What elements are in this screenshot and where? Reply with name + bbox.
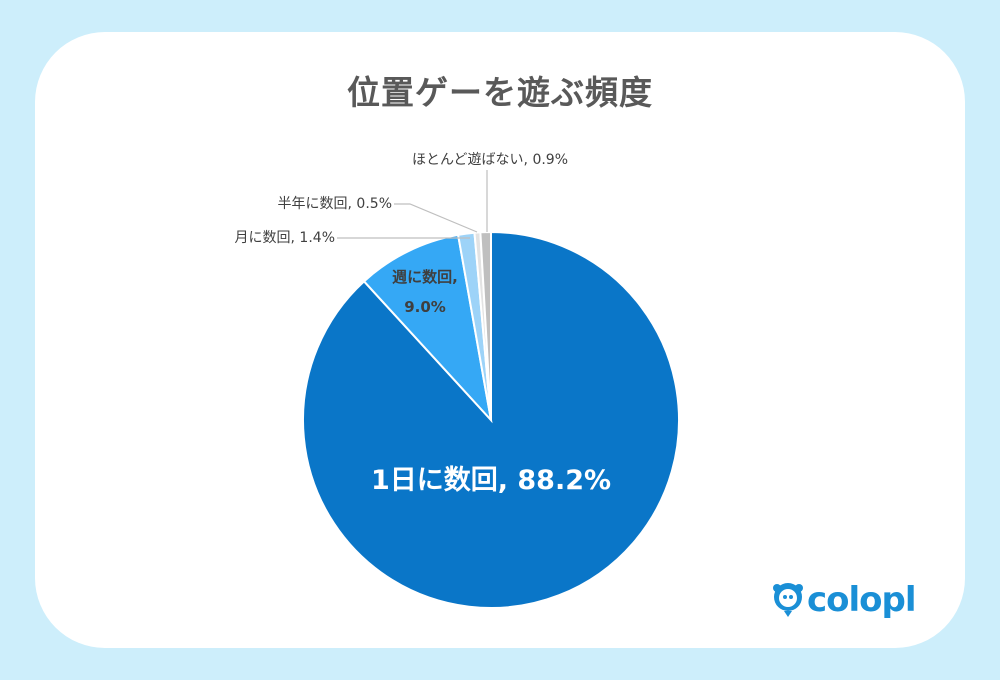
slice---4: [479, 230, 492, 421]
logo-text: colopl: [807, 580, 917, 620]
data-label-4: ほとんど遊ばない, 0.9%: [412, 152, 568, 168]
data-label-0: 1日に数回, 88.2%: [371, 465, 611, 496]
leader-line-3: [394, 203, 478, 233]
data-label-2: 月に数回, 1.4%: [235, 230, 335, 246]
colopl-mascot-icon: [773, 583, 803, 617]
slice---1: [362, 233, 493, 424]
data-label-1-line1: 週に数回,: [392, 268, 458, 286]
colopl-logo: colopl: [772, 580, 917, 620]
data-label-3: 半年に数回, 0.5%: [278, 196, 392, 212]
chart-title: 位置ゲーを遊ぶ頻度: [347, 73, 653, 112]
data-label-1-line2: 9.0%: [404, 298, 446, 316]
